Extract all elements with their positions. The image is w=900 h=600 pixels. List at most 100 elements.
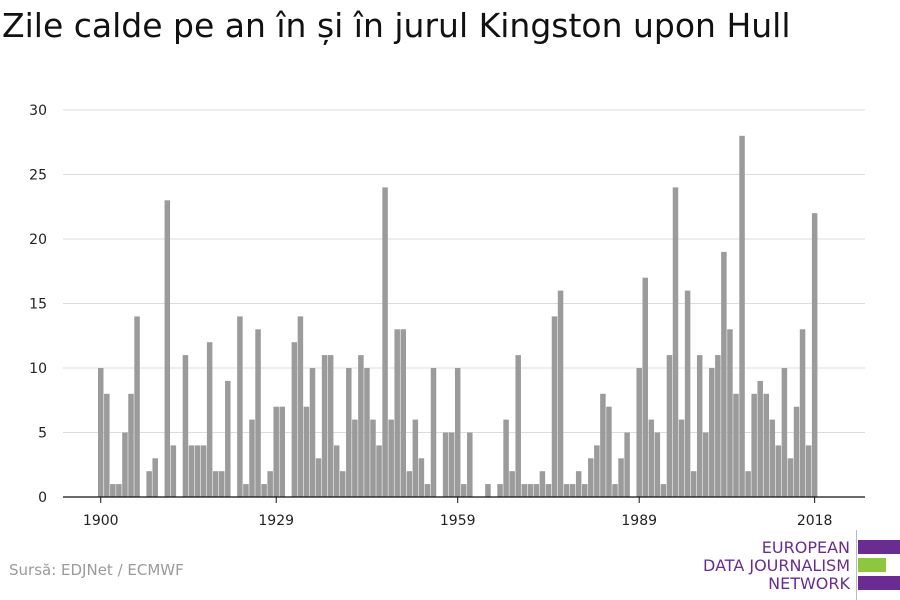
- bar-2014[interactable]: [787, 458, 794, 497]
- bar-1991[interactable]: [648, 419, 655, 497]
- bar-1998[interactable]: [690, 471, 697, 497]
- bar-1933[interactable]: [297, 316, 304, 497]
- bar-1994[interactable]: [666, 355, 673, 497]
- bar-2003[interactable]: [721, 251, 727, 497]
- bar-1995[interactable]: [672, 187, 679, 497]
- bar-1960[interactable]: [461, 484, 467, 497]
- bar-1974[interactable]: [545, 484, 552, 497]
- bar-2002[interactable]: [715, 355, 721, 497]
- bar-1919[interactable]: [212, 471, 219, 497]
- bar-1996[interactable]: [678, 419, 685, 497]
- bar-2015[interactable]: [793, 406, 800, 497]
- bar-1961[interactable]: [467, 432, 473, 498]
- bar-1909[interactable]: [152, 458, 158, 497]
- bar-1955[interactable]: [430, 368, 437, 497]
- bar-1992[interactable]: [654, 432, 661, 498]
- bar-1927[interactable]: [261, 484, 267, 497]
- bar-1905[interactable]: [128, 393, 134, 497]
- bar-2000[interactable]: [703, 432, 709, 498]
- bar-2007[interactable]: [745, 471, 751, 497]
- bar-1959[interactable]: [454, 368, 461, 497]
- bar-2011[interactable]: [769, 419, 776, 497]
- bar-1930[interactable]: [279, 406, 286, 497]
- bar-1903[interactable]: [116, 484, 122, 497]
- bar-1951[interactable]: [406, 471, 413, 497]
- bar-2012[interactable]: [775, 445, 782, 497]
- bar-1973[interactable]: [539, 471, 546, 497]
- bar-1980[interactable]: [582, 484, 588, 497]
- bar-1987[interactable]: [624, 432, 630, 498]
- edjnet-logo[interactable]: EUROPEAN DATA JOURNALISM NETWORK: [703, 530, 900, 600]
- bar-1971[interactable]: [527, 484, 534, 497]
- bar-1940[interactable]: [340, 471, 346, 497]
- bar-1948[interactable]: [388, 419, 394, 497]
- bar-1976[interactable]: [557, 290, 564, 497]
- bar-1978[interactable]: [569, 484, 576, 497]
- bar-1902[interactable]: [110, 484, 116, 497]
- bar-1999[interactable]: [696, 355, 703, 497]
- bar-1901[interactable]: [104, 393, 110, 497]
- bar-1926[interactable]: [255, 329, 261, 497]
- bar-1979[interactable]: [575, 471, 582, 497]
- bar-1986[interactable]: [618, 458, 624, 497]
- bar-1942[interactable]: [352, 419, 358, 497]
- bar-1947[interactable]: [382, 187, 388, 497]
- bar-1983[interactable]: [600, 393, 606, 497]
- bar-1915[interactable]: [188, 445, 195, 497]
- bar-1944[interactable]: [364, 368, 370, 497]
- bar-1917[interactable]: [200, 445, 207, 497]
- bar-1904[interactable]: [122, 432, 128, 498]
- bar-1911[interactable]: [164, 200, 171, 498]
- bar-1977[interactable]: [563, 484, 570, 497]
- bar-1921[interactable]: [225, 380, 231, 497]
- bar-1918[interactable]: [206, 342, 213, 497]
- bar-1990[interactable]: [642, 277, 649, 497]
- bar-1966[interactable]: [497, 484, 503, 497]
- bar-1969[interactable]: [515, 355, 521, 497]
- bar-1934[interactable]: [303, 406, 310, 497]
- bar-1941[interactable]: [346, 368, 352, 497]
- bar-1954[interactable]: [424, 484, 431, 497]
- bar-1984[interactable]: [606, 406, 612, 497]
- bar-2005[interactable]: [733, 393, 739, 497]
- bar-1985[interactable]: [612, 484, 618, 497]
- bar-1935[interactable]: [309, 368, 316, 497]
- bar-1968[interactable]: [509, 471, 515, 497]
- bar-1923[interactable]: [237, 316, 243, 497]
- bar-1946[interactable]: [376, 445, 382, 497]
- bar-1928[interactable]: [267, 471, 273, 497]
- bar-1964[interactable]: [485, 484, 491, 497]
- bar-2013[interactable]: [781, 368, 788, 497]
- bar-1970[interactable]: [521, 484, 528, 497]
- bar-1932[interactable]: [291, 342, 298, 497]
- bar-1981[interactable]: [588, 458, 594, 497]
- bar-1924[interactable]: [243, 484, 249, 497]
- bar-1989[interactable]: [636, 368, 642, 497]
- bar-1967[interactable]: [503, 419, 509, 497]
- bar-1914[interactable]: [182, 355, 189, 497]
- bar-1953[interactable]: [418, 458, 425, 497]
- bar-2017[interactable]: [805, 445, 812, 497]
- bar-1939[interactable]: [333, 445, 340, 497]
- bar-1952[interactable]: [412, 419, 419, 497]
- bar-1958[interactable]: [448, 432, 455, 498]
- bar-2008[interactable]: [751, 393, 757, 497]
- bar-1943[interactable]: [358, 355, 364, 497]
- bar-1937[interactable]: [321, 355, 328, 497]
- bar-2004[interactable]: [727, 329, 733, 497]
- bar-1925[interactable]: [249, 419, 255, 497]
- bar-2001[interactable]: [709, 368, 715, 497]
- bar-2006[interactable]: [739, 135, 745, 498]
- bar-1975[interactable]: [551, 316, 558, 497]
- bar-1950[interactable]: [400, 329, 407, 497]
- bar-1929[interactable]: [273, 406, 279, 497]
- bar-1993[interactable]: [660, 484, 667, 497]
- bar-1936[interactable]: [315, 458, 322, 497]
- bar-1912[interactable]: [170, 445, 177, 497]
- bar-1908[interactable]: [146, 471, 152, 497]
- bar-1997[interactable]: [684, 290, 691, 497]
- bar-2009[interactable]: [757, 380, 763, 497]
- bar-1945[interactable]: [370, 419, 376, 497]
- bar-2018[interactable]: [811, 213, 818, 497]
- bar-1957[interactable]: [442, 432, 449, 498]
